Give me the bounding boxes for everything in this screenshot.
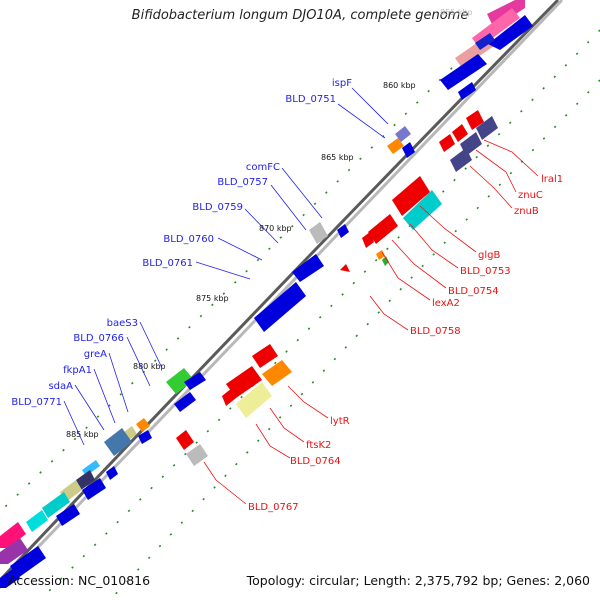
gene-feature[interactable]	[166, 368, 194, 394]
gene-feature[interactable]	[262, 360, 292, 386]
gene-feature[interactable]	[222, 388, 236, 406]
gene-label-bld-0761[interactable]: BLD_0761	[142, 258, 193, 269]
gene-feature[interactable]	[174, 392, 196, 412]
gene-feature[interactable]	[26, 510, 48, 532]
tick-label-855: 855 kbp	[440, 8, 473, 17]
gene-feature[interactable]	[0, 538, 28, 564]
accession-text: Accession: NC_010816	[8, 573, 151, 588]
gene-label-lral1[interactable]: lral1	[541, 174, 563, 185]
gene-label-bld-0759[interactable]: BLD_0759	[192, 202, 243, 213]
gene-label-fkpa1[interactable]: fkpA1	[63, 365, 92, 376]
gene-feature[interactable]	[476, 116, 498, 140]
gene-feature[interactable]	[450, 148, 472, 172]
forward-leaders	[63, 87, 389, 446]
gene-feature[interactable]	[252, 344, 278, 368]
gene-feature[interactable]	[186, 444, 208, 466]
gene-label-bld-0757[interactable]: BLD_0757	[217, 177, 268, 188]
gene-feature[interactable]	[56, 504, 80, 526]
gene-feature[interactable]	[362, 232, 374, 248]
gene-label-bld-0754[interactable]: BLD_0754	[448, 286, 499, 297]
gene-feature[interactable]	[10, 546, 46, 578]
gene-label-ispF[interactable]: ispF	[332, 78, 352, 89]
gene-feature[interactable]	[76, 470, 95, 490]
gene-feature[interactable]	[440, 54, 487, 90]
gene-label-baes3[interactable]: baeS3	[107, 318, 138, 329]
gene-feature[interactable]	[475, 33, 495, 50]
gene-feature[interactable]	[368, 214, 398, 244]
gene-label-znuc[interactable]: znuC	[518, 190, 543, 201]
gene-feature[interactable]	[403, 190, 442, 230]
gene-label-bld-0760[interactable]: BLD_0760	[163, 234, 214, 245]
gene-feature[interactable]	[136, 418, 150, 432]
gene-label-comfc[interactable]: comFC	[246, 162, 280, 173]
gene-feature[interactable]	[488, 15, 533, 50]
tick-label-865: 865 kbp	[321, 153, 354, 162]
gene-label-bld-0753[interactable]: BLD_0753	[460, 266, 511, 277]
gene-feature[interactable]	[292, 254, 324, 282]
reverse-leaders	[203, 139, 539, 505]
gene-feature[interactable]	[395, 126, 411, 142]
gene-label-lytr[interactable]: lytR	[330, 416, 350, 427]
tick-label-885: 885 kbp	[66, 430, 99, 439]
tick-label-880: 880 kbp	[133, 362, 166, 371]
gene-label-bld-0764[interactable]: BLD_0764	[290, 456, 341, 467]
gene-label-bld-0771[interactable]: BLD_0771	[11, 397, 62, 408]
gene-feature[interactable]	[42, 492, 70, 518]
gene-feature[interactable]	[254, 282, 306, 332]
gene-feature[interactable]	[236, 382, 272, 418]
gene-feature[interactable]	[382, 256, 389, 266]
gene-label-bld-0758[interactable]: BLD_0758	[410, 326, 461, 337]
reverse-gene-labels: lral1 znuC znuB glgB BLD_0753 BLD_0754 l…	[248, 174, 563, 513]
tick-label-860: 860 kbp	[383, 81, 416, 90]
forward-gene-labels: ispF BLD_0751 comFC BLD_0757 BLD_0759 BL…	[11, 78, 352, 408]
tick-label-875: 875 kbp	[196, 294, 229, 303]
gene-feature[interactable]	[106, 466, 118, 480]
forward-strand-genes	[0, 0, 533, 588]
reverse-strand-genes	[176, 110, 498, 466]
gene-feature[interactable]	[184, 372, 206, 390]
gene-label-sdaa[interactable]: sdaA	[48, 381, 73, 392]
tick-label-870: 870 kbp	[259, 224, 292, 233]
gene-feature[interactable]	[226, 366, 262, 398]
gene-feature[interactable]	[138, 430, 152, 444]
tick-labels: 855 kbp 860 kbp 865 kbp 870 kbp 875 kbp …	[66, 8, 473, 439]
gene-label-bld-0751[interactable]: BLD_0751	[285, 94, 336, 105]
gene-label-ftsk2[interactable]: ftsK2	[306, 440, 331, 451]
gene-feature[interactable]	[392, 176, 430, 216]
gene-feature[interactable]	[309, 222, 328, 244]
gene-feature[interactable]	[104, 428, 132, 456]
gene-feature[interactable]	[337, 224, 349, 238]
gene-feature[interactable]	[458, 82, 476, 100]
gene-feature[interactable]	[439, 134, 455, 152]
gene-feature[interactable]	[176, 430, 194, 450]
gene-label-lexa2[interactable]: lexA2	[432, 298, 460, 309]
gene-feature[interactable]	[82, 478, 106, 500]
gene-label-bld-0766[interactable]: BLD_0766	[73, 333, 124, 344]
gene-feature[interactable]	[387, 138, 404, 154]
gene-feature[interactable]	[0, 522, 26, 548]
gene-label-znub[interactable]: znuB	[514, 206, 539, 217]
gene-label-bld-0767[interactable]: BLD_0767	[248, 502, 299, 513]
gene-feature[interactable]	[452, 124, 468, 142]
gene-feature[interactable]	[340, 264, 350, 272]
gene-feature[interactable]	[82, 460, 100, 476]
gene-label-grea[interactable]: greA	[84, 349, 107, 360]
gene-label-glgb[interactable]: glgB	[478, 250, 500, 261]
gene-feature[interactable]	[466, 110, 484, 130]
map-title: Bifidobacterium longum DJO10A, complete …	[131, 8, 469, 23]
gene-feature[interactable]	[0, 568, 20, 588]
gene-feature[interactable]	[402, 142, 415, 158]
genome-summary-text: Topology: circular; Length: 2,375,792 bp…	[246, 573, 590, 588]
